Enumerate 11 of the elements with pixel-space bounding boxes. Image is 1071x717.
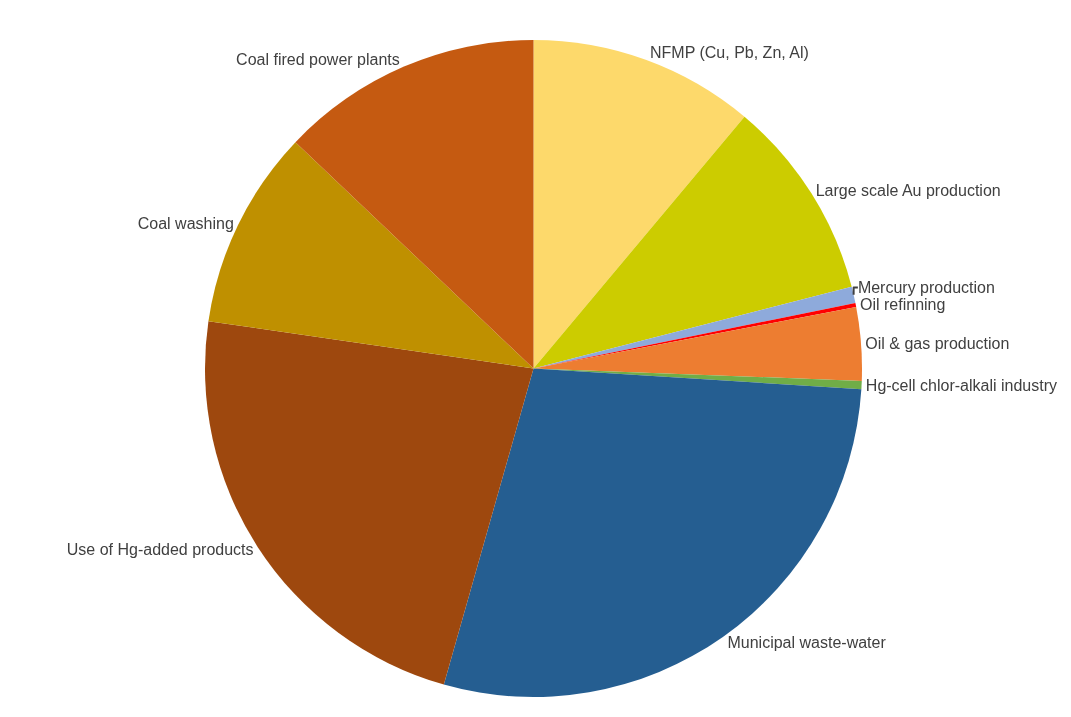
- slice-label: NFMP (Cu, Pb, Zn, Al): [650, 43, 809, 61]
- slice-label: Hg-cell chlor-alkali industry: [865, 376, 1058, 394]
- slice-label: Coal washing: [137, 214, 234, 232]
- slice-label: Use of Hg-added products: [66, 541, 254, 559]
- slice-label: Oil & gas production: [865, 335, 1010, 353]
- pie-slice: [533, 306, 862, 381]
- slice-label: Coal fired power plants: [236, 50, 400, 68]
- slice-label: Large scale Au production: [815, 182, 1001, 200]
- slice-label: Oil refinning: [860, 296, 946, 314]
- slice-label: Mercury production: [857, 279, 995, 297]
- slice-label: Municipal waste-water: [727, 633, 887, 651]
